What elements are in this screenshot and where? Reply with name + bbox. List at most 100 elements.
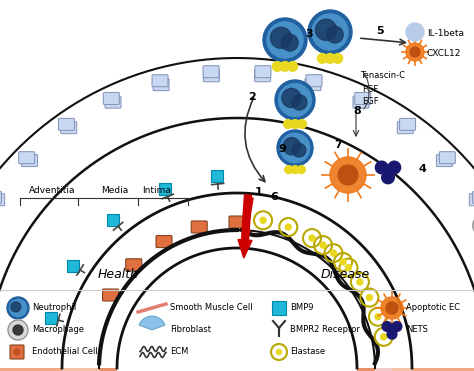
Circle shape — [288, 62, 298, 71]
Circle shape — [298, 119, 306, 128]
FancyBboxPatch shape — [0, 191, 1, 203]
FancyBboxPatch shape — [437, 155, 452, 167]
Circle shape — [275, 80, 315, 120]
FancyBboxPatch shape — [152, 75, 168, 87]
Text: Media: Media — [101, 186, 128, 195]
Circle shape — [291, 165, 299, 174]
Text: Health: Health — [98, 268, 138, 281]
Circle shape — [320, 242, 326, 248]
FancyBboxPatch shape — [473, 191, 474, 203]
Circle shape — [276, 349, 282, 355]
Circle shape — [292, 143, 306, 157]
Circle shape — [263, 18, 307, 62]
Circle shape — [273, 62, 282, 71]
Wedge shape — [139, 316, 165, 330]
FancyBboxPatch shape — [353, 96, 369, 108]
FancyBboxPatch shape — [229, 216, 245, 228]
Wedge shape — [99, 368, 375, 371]
FancyBboxPatch shape — [203, 66, 219, 78]
Circle shape — [279, 83, 311, 116]
Circle shape — [285, 165, 292, 174]
Circle shape — [14, 349, 20, 355]
FancyBboxPatch shape — [255, 66, 271, 78]
Circle shape — [277, 130, 313, 166]
Circle shape — [325, 53, 335, 63]
Circle shape — [280, 62, 290, 71]
Circle shape — [11, 302, 21, 312]
FancyBboxPatch shape — [22, 155, 37, 167]
Circle shape — [375, 161, 388, 174]
Circle shape — [7, 297, 29, 319]
Text: BMP9: BMP9 — [290, 303, 313, 312]
Text: 4: 4 — [418, 164, 426, 174]
Wedge shape — [0, 368, 474, 371]
FancyBboxPatch shape — [10, 345, 24, 359]
Circle shape — [13, 325, 23, 335]
Text: 6: 6 — [270, 192, 278, 202]
FancyBboxPatch shape — [305, 79, 321, 91]
Text: Macrophage: Macrophage — [32, 325, 84, 335]
Text: 3: 3 — [305, 29, 313, 39]
Circle shape — [382, 171, 394, 184]
Circle shape — [312, 14, 348, 50]
Text: 1: 1 — [255, 187, 263, 197]
FancyBboxPatch shape — [45, 312, 56, 324]
Circle shape — [271, 27, 292, 48]
Circle shape — [297, 165, 305, 174]
Wedge shape — [62, 368, 412, 371]
Circle shape — [388, 161, 401, 174]
FancyBboxPatch shape — [439, 152, 456, 164]
Text: Apoptotic EC: Apoptotic EC — [406, 303, 460, 312]
FancyBboxPatch shape — [103, 92, 119, 105]
Circle shape — [308, 10, 352, 54]
Text: Disease: Disease — [320, 268, 370, 281]
FancyBboxPatch shape — [153, 79, 169, 91]
Text: EGF: EGF — [362, 97, 379, 106]
Circle shape — [386, 302, 398, 314]
Circle shape — [8, 320, 28, 340]
Circle shape — [473, 214, 474, 236]
Circle shape — [406, 43, 424, 61]
Circle shape — [285, 224, 292, 230]
Circle shape — [282, 88, 301, 108]
Text: 8: 8 — [353, 106, 361, 116]
Circle shape — [357, 279, 363, 285]
Circle shape — [410, 47, 420, 57]
FancyBboxPatch shape — [156, 236, 172, 247]
FancyBboxPatch shape — [58, 118, 74, 130]
Text: Elastase: Elastase — [290, 348, 325, 357]
Circle shape — [340, 259, 346, 265]
FancyBboxPatch shape — [126, 259, 142, 271]
FancyBboxPatch shape — [211, 170, 223, 182]
FancyBboxPatch shape — [272, 301, 286, 315]
Text: NETS: NETS — [406, 325, 428, 335]
FancyBboxPatch shape — [400, 118, 416, 130]
Text: Endothelial Cell: Endothelial Cell — [32, 348, 98, 357]
FancyArrow shape — [238, 195, 252, 258]
Circle shape — [346, 265, 352, 270]
Circle shape — [338, 165, 358, 185]
Circle shape — [330, 250, 337, 256]
FancyBboxPatch shape — [469, 194, 474, 206]
Circle shape — [382, 322, 392, 331]
FancyBboxPatch shape — [105, 96, 121, 108]
Circle shape — [292, 95, 307, 110]
Text: Fibroblast: Fibroblast — [170, 325, 211, 335]
FancyBboxPatch shape — [107, 214, 119, 226]
Text: IL-1beta: IL-1beta — [427, 29, 464, 37]
FancyBboxPatch shape — [306, 75, 322, 87]
Circle shape — [282, 34, 298, 51]
Text: Adventitia: Adventitia — [29, 186, 75, 195]
Text: CXCL12: CXCL12 — [427, 49, 461, 58]
Circle shape — [267, 22, 303, 58]
Text: Intima: Intima — [143, 186, 172, 195]
Text: 2: 2 — [248, 92, 256, 102]
FancyBboxPatch shape — [255, 70, 271, 82]
Text: ECM: ECM — [170, 348, 188, 357]
Text: FGF: FGF — [362, 85, 378, 94]
FancyBboxPatch shape — [191, 221, 207, 233]
FancyBboxPatch shape — [397, 122, 413, 134]
FancyBboxPatch shape — [102, 289, 118, 301]
FancyBboxPatch shape — [67, 260, 79, 272]
Text: BMPR2 Receptor: BMPR2 Receptor — [290, 325, 360, 335]
